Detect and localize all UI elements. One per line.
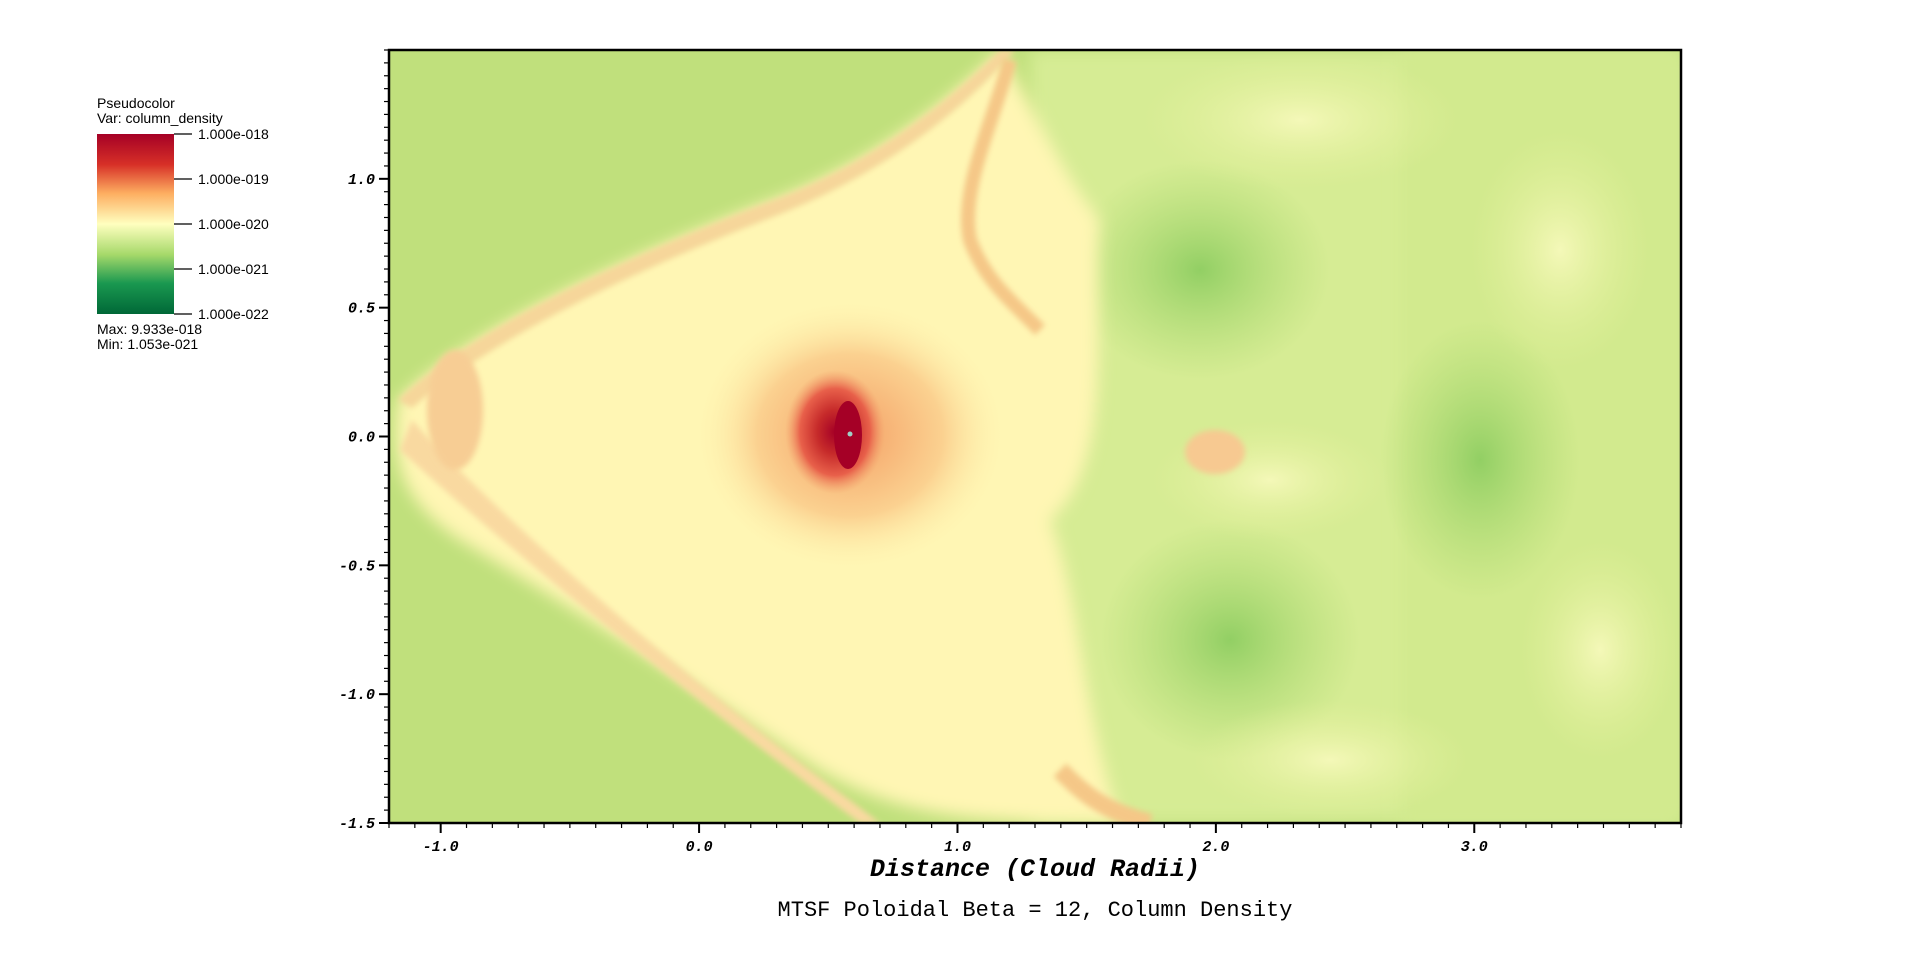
legend-min: Min: 1.053e-021 [97,336,198,352]
x-tick-label: -1.0 [423,839,459,856]
colorbar-tick-label: 1.000e-022 [198,306,269,322]
colorbar-tick-label: 1.000e-021 [198,261,269,277]
colorbar-tick-label: 1.000e-018 [198,126,269,142]
colorbar-tick-label: 1.000e-019 [198,171,269,187]
x-tick-label: 3.0 [1461,839,1488,856]
legend-max: Max: 9.933e-018 [97,321,202,337]
y-tick-label: 0.0 [348,430,375,447]
chart-title: MTSF Poloidal Beta = 12, Column Density [778,898,1293,923]
colorbar [97,134,174,314]
y-tick-label: -1.0 [339,687,375,704]
color-legend: Pseudocolor Var: column_density 1.000e-0… [97,95,269,352]
x-tick-label: 0.0 [686,839,713,856]
x-tick-label: 2.0 [1202,839,1229,856]
y-tick-label: 1.0 [348,172,375,189]
y-tick-label: 0.5 [348,301,375,318]
x-axis-label: Distance (Cloud Radii) [870,855,1200,884]
y-tick-label: -1.5 [339,816,375,833]
core-marker [847,431,853,437]
legend-variable: Var: column_density [97,110,223,126]
x-tick-label: 1.0 [944,839,971,856]
minor-ticks [384,49,1682,828]
y-axis: 1.0 0.5 0.0 -0.5 -1.0 -1.5 [339,172,389,833]
legend-title: Pseudocolor [97,95,175,111]
y-tick-label: -0.5 [339,558,375,575]
colorbar-tick-label: 1.000e-020 [198,216,269,232]
x-axis: -1.0 0.0 1.0 2.0 3.0 [423,823,1488,856]
colorbar-ticks: 1.000e-018 1.000e-019 1.000e-020 1.000e-021… [174,126,269,322]
heatmap-field [389,50,1681,823]
